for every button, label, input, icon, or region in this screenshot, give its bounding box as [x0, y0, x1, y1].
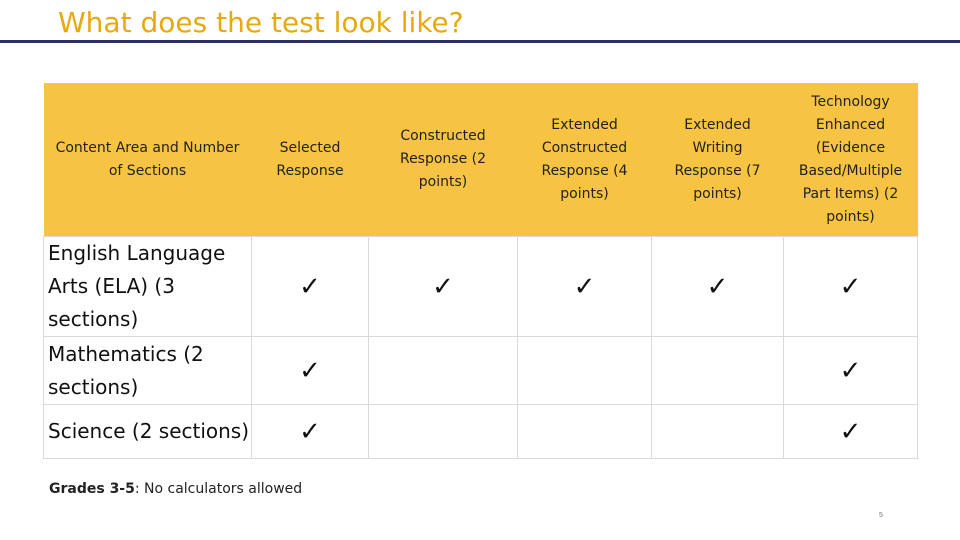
check-mark-icon: ✓: [839, 416, 862, 447]
cell-ela-constructed: ✓: [368, 236, 518, 337]
cell-science-extended-constructed: [517, 404, 652, 459]
row-label-science: Science (2 sections): [43, 404, 252, 459]
header-technology-enhanced: Technology Enhanced (Evidence Based/Mult…: [783, 83, 918, 237]
footnote: Grades 3-5: No calculators allowed: [49, 481, 302, 497]
cell-science-extended-writing: [651, 404, 784, 459]
header-extended-writing-response: Extended Writing Response (7 points): [651, 83, 784, 237]
check-mark-icon: ✓: [573, 271, 596, 302]
header-constructed-response: Constructed Response (2 points): [368, 83, 518, 237]
cell-ela-extended-constructed: ✓: [517, 236, 652, 337]
title-underline: [0, 40, 960, 43]
footnote-text: : No calculators allowed: [134, 481, 303, 497]
check-mark-icon: ✓: [839, 355, 862, 386]
cell-science-selected: ✓: [251, 404, 369, 459]
header-content-area: Content Area and Number of Sections: [43, 83, 252, 237]
cell-science-technology: ✓: [783, 404, 918, 459]
check-mark-icon: ✓: [839, 271, 862, 302]
table-row: Mathematics (2 sections) ✓ ✓: [43, 336, 918, 405]
page-number: 5: [879, 512, 883, 519]
check-mark-icon: ✓: [299, 271, 321, 302]
row-label-ela: English Language Arts (ELA) (3 sections): [43, 236, 252, 337]
cell-math-constructed: [368, 336, 518, 405]
check-mark-icon: ✓: [432, 271, 454, 302]
row-label-math: Mathematics (2 sections): [43, 336, 252, 405]
table-row: Science (2 sections) ✓ ✓: [43, 404, 918, 459]
cell-math-extended-constructed: [517, 336, 652, 405]
test-format-table: Content Area and Number of Sections Sele…: [43, 83, 918, 459]
table-header-row: Content Area and Number of Sections Sele…: [43, 83, 918, 237]
cell-math-selected: ✓: [251, 336, 369, 405]
cell-math-technology: ✓: [783, 336, 918, 405]
footnote-grades: Grades 3-5: [49, 481, 135, 497]
cell-math-extended-writing: [651, 336, 784, 405]
slide-title: What does the test look like?: [58, 6, 464, 39]
table-row: English Language Arts (ELA) (3 sections)…: [43, 236, 918, 337]
cell-science-constructed: [368, 404, 518, 459]
header-extended-constructed-response: Extended Constructed Response (4 points): [517, 83, 652, 237]
cell-ela-selected: ✓: [251, 236, 369, 337]
header-selected-response: Selected Response: [251, 83, 369, 237]
check-mark-icon: ✓: [706, 271, 729, 302]
check-mark-icon: ✓: [299, 416, 321, 447]
cell-ela-extended-writing: ✓: [651, 236, 784, 337]
check-mark-icon: ✓: [299, 355, 321, 386]
cell-ela-technology: ✓: [783, 236, 918, 337]
